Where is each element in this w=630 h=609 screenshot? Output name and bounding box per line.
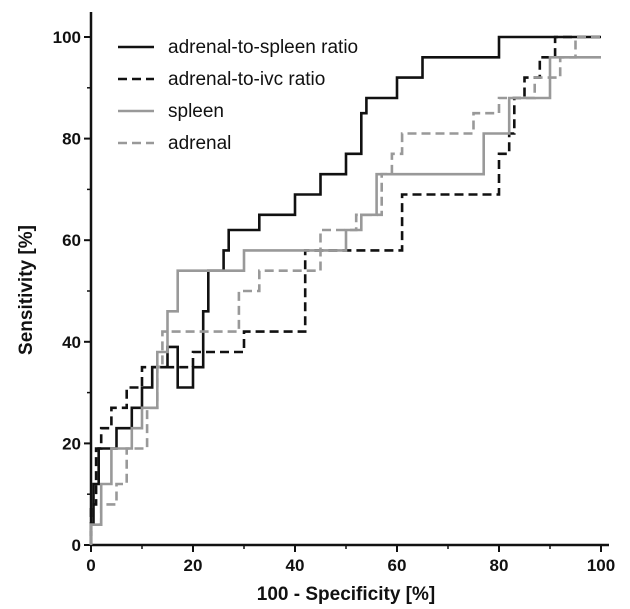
legend-entry: spleen	[118, 101, 224, 122]
y-tick-label: 80	[62, 130, 81, 149]
legend-entry: adrenal-to-ivc ratio	[118, 69, 325, 90]
legend-entry: adrenal-to-spleen ratio	[118, 37, 358, 58]
series-layer	[89, 35, 601, 545]
x-axis-title: 100 - Specificity [%]	[257, 584, 435, 605]
legend-entry: adrenal	[118, 133, 231, 154]
legend-label: adrenal-to-ivc ratio	[168, 69, 325, 90]
legend-label: spleen	[168, 101, 224, 122]
y-tick-label: 40	[62, 333, 81, 352]
legend-label: adrenal	[168, 133, 231, 154]
y-tick-label: 20	[62, 434, 81, 453]
series-line-adrenal-to-ivc-ratio	[89, 35, 601, 545]
y-tick-label: 60	[62, 231, 81, 250]
legend: adrenal-to-spleen ratio adrenal-to-ivc ra…	[118, 37, 358, 154]
x-tick-label: 80	[490, 556, 509, 575]
series-line-spleen	[89, 56, 601, 545]
x-tick-label: 40	[286, 556, 305, 575]
y-tick-label: 100	[53, 28, 81, 47]
x-tick-label: 0	[86, 556, 95, 575]
x-tick-label: 60	[388, 556, 407, 575]
legend-label: adrenal-to-spleen ratio	[168, 37, 358, 58]
axes: 0 20 40 60 80 100 0 20 40 60 80 100	[53, 12, 615, 575]
y-tick-label: 0	[72, 536, 81, 555]
x-tick-label: 20	[184, 556, 203, 575]
x-tick-label: 100	[587, 556, 615, 575]
y-axis-title: Sensitivity [%]	[16, 225, 37, 355]
